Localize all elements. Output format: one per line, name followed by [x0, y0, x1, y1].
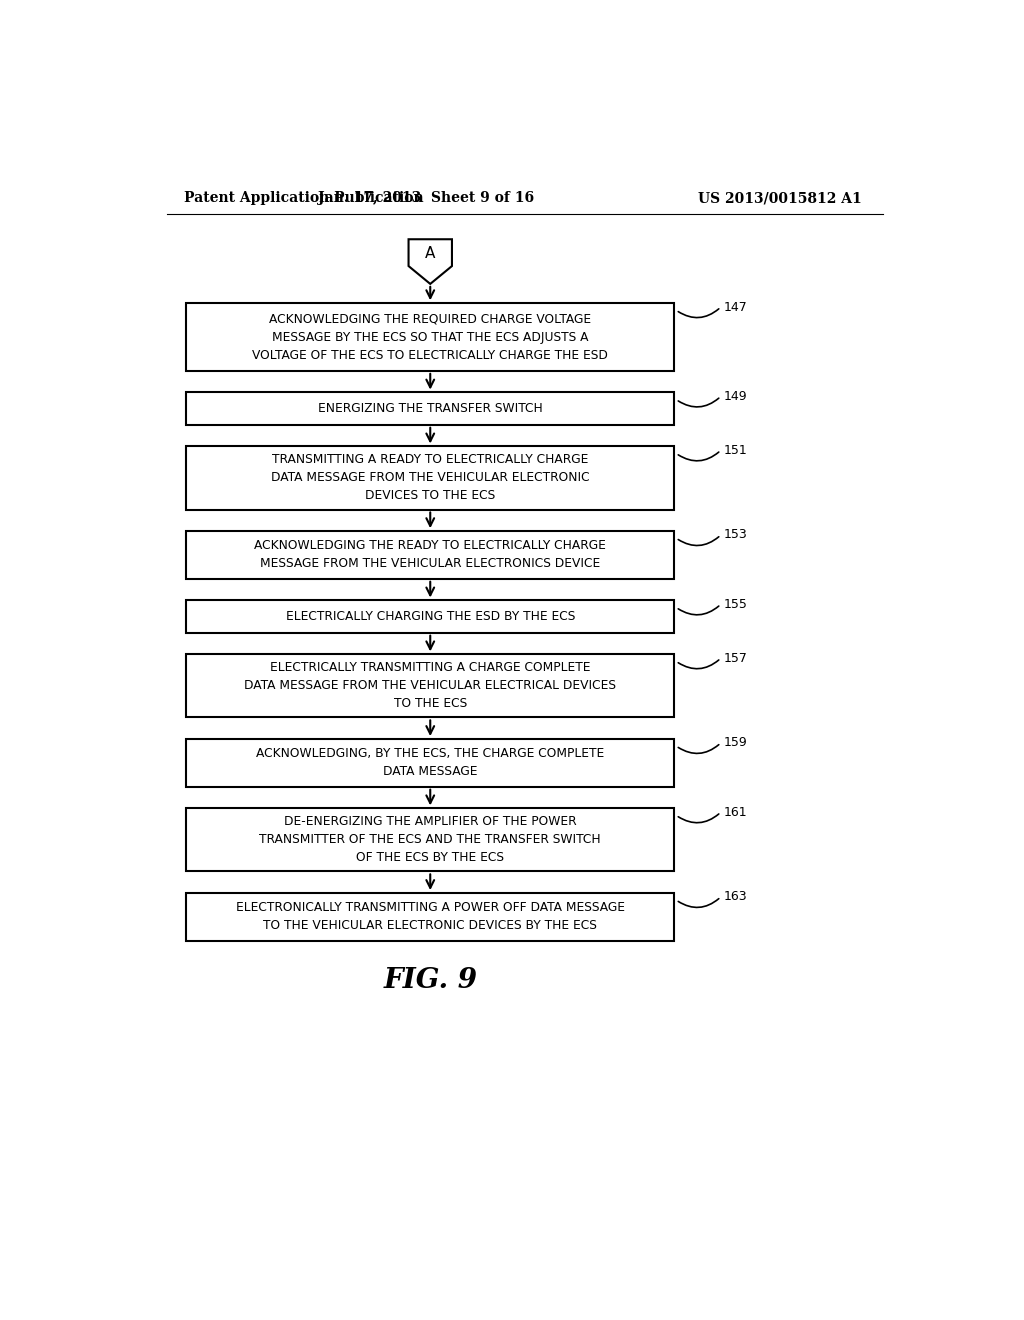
FancyBboxPatch shape	[186, 601, 675, 632]
Text: 161: 161	[723, 805, 746, 818]
Text: ELECTRICALLY CHARGING THE ESD BY THE ECS: ELECTRICALLY CHARGING THE ESD BY THE ECS	[286, 610, 574, 623]
FancyBboxPatch shape	[186, 531, 675, 579]
Text: 159: 159	[723, 737, 746, 750]
FancyBboxPatch shape	[186, 808, 675, 871]
Text: DE-ENERGIZING THE AMPLIFIER OF THE POWER
TRANSMITTER OF THE ECS AND THE TRANSFER: DE-ENERGIZING THE AMPLIFIER OF THE POWER…	[259, 816, 601, 865]
FancyBboxPatch shape	[186, 304, 675, 371]
Text: FIG. 9: FIG. 9	[383, 968, 477, 994]
Text: 149: 149	[723, 389, 746, 403]
Text: US 2013/0015812 A1: US 2013/0015812 A1	[697, 191, 861, 206]
Text: A: A	[425, 247, 435, 261]
Text: Patent Application Publication: Patent Application Publication	[183, 191, 424, 206]
FancyBboxPatch shape	[186, 655, 675, 718]
FancyBboxPatch shape	[186, 446, 675, 510]
Text: 163: 163	[723, 890, 746, 903]
Text: ENERGIZING THE TRANSFER SWITCH: ENERGIZING THE TRANSFER SWITCH	[317, 403, 543, 416]
Text: 151: 151	[723, 444, 746, 457]
Text: 147: 147	[723, 301, 746, 314]
Text: 153: 153	[723, 528, 746, 541]
Text: Jan. 17, 2013  Sheet 9 of 16: Jan. 17, 2013 Sheet 9 of 16	[318, 191, 535, 206]
Text: ACKNOWLEDGING THE REQUIRED CHARGE VOLTAGE
MESSAGE BY THE ECS SO THAT THE ECS ADJ: ACKNOWLEDGING THE REQUIRED CHARGE VOLTAG…	[252, 313, 608, 362]
Text: TRANSMITTING A READY TO ELECTRICALLY CHARGE
DATA MESSAGE FROM THE VEHICULAR ELEC: TRANSMITTING A READY TO ELECTRICALLY CHA…	[271, 454, 590, 503]
Text: ACKNOWLEDGING, BY THE ECS, THE CHARGE COMPLETE
DATA MESSAGE: ACKNOWLEDGING, BY THE ECS, THE CHARGE CO…	[256, 747, 604, 779]
FancyBboxPatch shape	[186, 892, 675, 941]
Text: 157: 157	[723, 652, 748, 665]
Text: ELECTRONICALLY TRANSMITTING A POWER OFF DATA MESSAGE
TO THE VEHICULAR ELECTRONIC: ELECTRONICALLY TRANSMITTING A POWER OFF …	[236, 902, 625, 932]
FancyBboxPatch shape	[186, 739, 675, 787]
Text: ELECTRICALLY TRANSMITTING A CHARGE COMPLETE
DATA MESSAGE FROM THE VEHICULAR ELEC: ELECTRICALLY TRANSMITTING A CHARGE COMPL…	[245, 661, 616, 710]
FancyBboxPatch shape	[186, 392, 675, 425]
Text: ACKNOWLEDGING THE READY TO ELECTRICALLY CHARGE
MESSAGE FROM THE VEHICULAR ELECTR: ACKNOWLEDGING THE READY TO ELECTRICALLY …	[254, 540, 606, 570]
Text: 155: 155	[723, 598, 748, 611]
